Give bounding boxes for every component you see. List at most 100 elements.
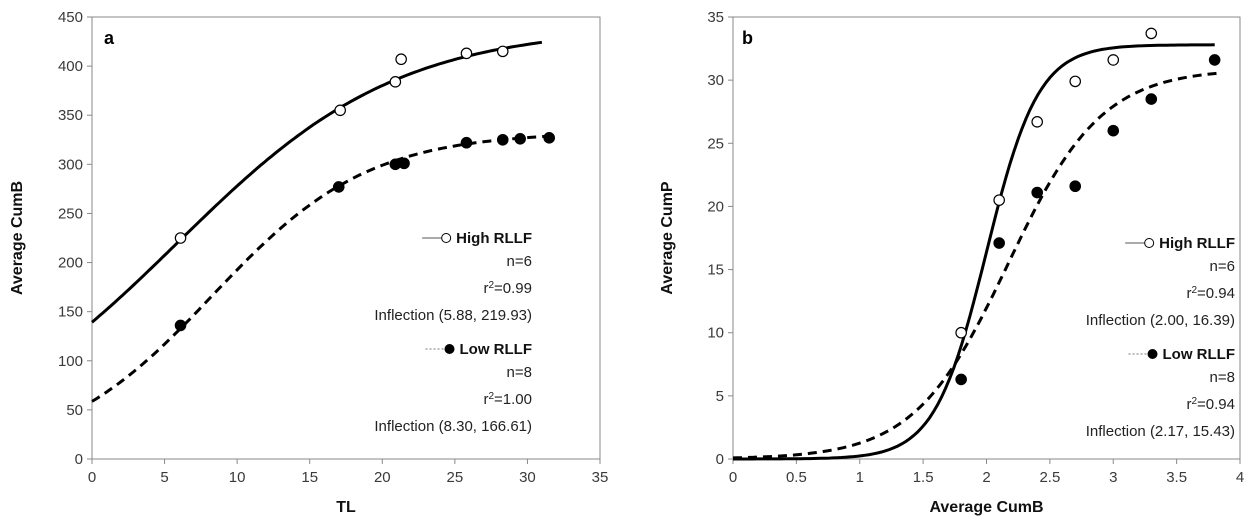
data-point [514, 132, 526, 145]
data-point [993, 194, 1005, 206]
series-low [732, 54, 1222, 460]
y-tick-label: 250 [58, 205, 83, 222]
legend-stat-n: n=6 [507, 253, 532, 270]
fit-curve [733, 43, 1215, 461]
fit-curve [91, 134, 550, 403]
data-point [993, 237, 1005, 249]
x-tick-label: 35 [592, 469, 609, 486]
legend-series-name: High RLLF [456, 230, 532, 247]
y-tick-label: 20 [707, 198, 724, 215]
legend-entry: High RLLF n=6 r2=0.99 Inflection (5.88, 219… [374, 230, 532, 324]
legend-entry: Low RLLF n=8 r2=1.00 Inflection (8.30, 166.… [374, 341, 532, 435]
data-point [1069, 180, 1082, 193]
x-tick-label: 1 [856, 469, 864, 486]
legend-stat-inflection: Inflection (5.88, 219.93) [374, 307, 532, 324]
legend-stat-inflection: Inflection (2.17, 15.43) [1086, 423, 1235, 440]
x-tick-label: 3.5 [1166, 469, 1187, 486]
data-point [1107, 54, 1120, 66]
chart-panel-a: 0 5 10 15 20 25 30 3505010015020025030035040045… [9, 9, 608, 516]
data-point [496, 45, 509, 58]
y-tick-label: 0 [75, 451, 83, 468]
series-low [91, 132, 555, 403]
data-point [1031, 116, 1043, 128]
y-tick-label: 100 [58, 353, 83, 370]
y-tick-label: 10 [707, 325, 724, 342]
legend-series-name: Low RLLF [460, 341, 532, 358]
legend-stat-r2: r2=0.94 [1186, 285, 1235, 303]
x-tick-label: 20 [374, 469, 391, 486]
x-axis-title: TL [336, 499, 356, 516]
fit-curve [91, 40, 543, 324]
x-tick-label: 2.5 [1039, 469, 1060, 486]
x-tick-label: 15 [301, 469, 318, 486]
y-tick-label: 25 [707, 135, 724, 152]
data-point [1107, 124, 1120, 137]
plot-frame [91, 16, 601, 460]
y-tick-label: 150 [58, 304, 83, 321]
legend-stat-inflection: Inflection (8.30, 166.61) [374, 418, 532, 435]
data-point [955, 373, 967, 386]
data-point [332, 181, 345, 193]
y-tick-label: 30 [707, 72, 724, 89]
y-axis-title: Average CumP [659, 181, 676, 295]
data-point [389, 76, 402, 88]
legend-entry: High RLLF n=6 r2=0.94 Inflection (2.00, 16.… [1086, 235, 1235, 329]
data-point [174, 232, 187, 244]
data-point [955, 326, 967, 339]
data-point [174, 319, 187, 332]
data-point [395, 53, 407, 66]
data-point [1031, 186, 1043, 199]
data-point [1145, 93, 1158, 105]
x-tick-label: 1.5 [913, 469, 934, 486]
data-point [334, 104, 346, 117]
x-tick-label: 2 [982, 469, 990, 486]
x-tick-label: 3 [1109, 469, 1117, 486]
data-point [543, 132, 555, 144]
x-tick-label: 0 [729, 469, 737, 486]
data-point [496, 133, 509, 146]
data-point [398, 157, 410, 170]
legend-marker-swatch [1144, 238, 1155, 248]
data-point [460, 136, 473, 149]
legend-marker-swatch [444, 344, 455, 354]
x-axis-title: Average CumB [929, 499, 1043, 516]
legend-stat-r2: r2=1.00 [483, 391, 532, 409]
x-tick-label: 0 [88, 469, 96, 486]
legend-marker-swatch [441, 233, 452, 243]
legend-entry: Low RLLF n=8 r2=0.94 Inflection (2.17, 15.4… [1086, 346, 1235, 440]
y-tick-label: 200 [58, 255, 83, 272]
x-tick-label: 30 [519, 469, 536, 486]
panel-label: a [104, 28, 115, 48]
legend-stat-n: n=6 [1210, 258, 1235, 275]
y-tick-label: 35 [707, 9, 724, 26]
y-tick-label: 5 [716, 388, 724, 405]
y-tick-label: 400 [58, 58, 83, 75]
x-tick-label: 5 [160, 469, 168, 486]
fit-curve [732, 71, 1222, 460]
legend-stat-r2: r2=0.94 [1186, 396, 1235, 414]
legend-series-name: High RLLF [1159, 235, 1235, 252]
x-tick-label: 10 [229, 469, 246, 486]
legend-stat-n: n=8 [1210, 369, 1235, 386]
data-point [1069, 75, 1082, 88]
legend-stat-n: n=8 [507, 364, 532, 381]
chart-panel-b: 0 0.5 1 1.5 2 2.5 3 3.5 4 0 5 10 15 20 25 30 35 Average C… [659, 9, 1244, 516]
y-tick-label: 0 [716, 451, 724, 468]
panel-label: b [742, 28, 753, 48]
y-tick-label: 50 [66, 402, 83, 419]
data-point [1208, 54, 1221, 66]
data-point [1145, 27, 1158, 40]
data-point [460, 47, 473, 60]
legend-marker-swatch [1147, 349, 1158, 359]
x-tick-label: 25 [447, 469, 464, 486]
y-tick-label: 450 [58, 9, 83, 26]
legend-series-name: Low RLLF [1163, 346, 1235, 363]
y-tick-label: 15 [707, 262, 724, 279]
legend-stat-r2: r2=0.99 [483, 280, 532, 298]
series-high [91, 40, 543, 324]
y-tick-label: 300 [58, 156, 83, 173]
series-high [733, 27, 1215, 461]
y-tick-label: 350 [58, 107, 83, 124]
x-tick-label: 0.5 [786, 469, 807, 486]
